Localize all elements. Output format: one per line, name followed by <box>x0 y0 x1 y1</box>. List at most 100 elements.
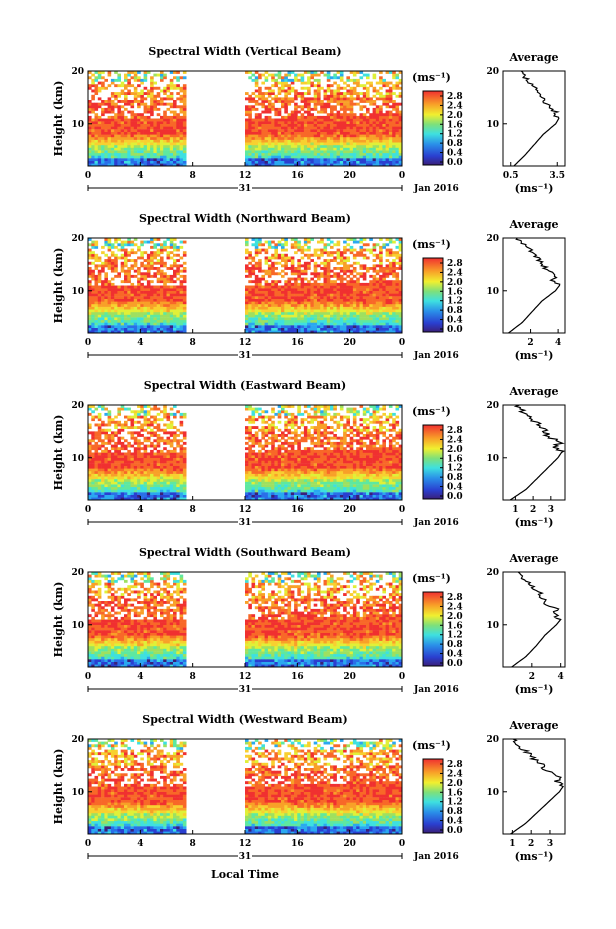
panel-2: Spectral Width (Eastward Beam)2010Height… <box>52 379 566 529</box>
day-label: 31 <box>239 852 252 862</box>
colorbar-tick-label: 2.8 <box>447 760 463 770</box>
colorbar-tick-label: 2.4 <box>447 769 463 779</box>
average-title: Average <box>508 51 558 64</box>
average-profile-line <box>509 404 566 501</box>
average-profile-line <box>508 237 561 334</box>
x-tick-label: 12 <box>239 672 252 682</box>
average-profile-line <box>510 738 565 835</box>
colorbar-tick-label: 0.8 <box>447 139 463 149</box>
panel-title: Spectral Width (Eastward Beam) <box>144 379 346 392</box>
day-label: 31 <box>239 518 252 528</box>
colorbar-unit: (ms⁻¹) <box>412 572 451 585</box>
y-axis-label: Height (km) <box>52 81 65 157</box>
y-axis-label: Height (km) <box>52 582 65 658</box>
colorbar-tick-label: 1.2 <box>447 798 463 808</box>
x-tick-label: 8 <box>190 672 196 682</box>
day-label: 31 <box>239 184 252 194</box>
colorbar-tick-label: 1.6 <box>447 120 463 130</box>
colorbar-tick-label: 2.4 <box>447 101 463 111</box>
panel-title: Spectral Width (Southward Beam) <box>139 546 351 559</box>
x-tick-label: 0 <box>85 505 91 515</box>
date-label: Jan 2016 <box>413 351 459 361</box>
x-axis-label: Local Time <box>211 868 279 881</box>
panel-title: Spectral Width (Northward Beam) <box>139 212 351 225</box>
average-y-tick-label: 10 <box>486 621 499 631</box>
heatmap-cells <box>88 405 403 501</box>
average-y-tick-label: 10 <box>486 788 499 798</box>
colorbar-tick-label: 1.2 <box>447 297 463 307</box>
x-tick-label: 4 <box>137 672 143 682</box>
colorbar-tick-label: 0.0 <box>447 826 463 836</box>
average-profile-line <box>511 571 562 668</box>
colorbar-tick-label: 0.8 <box>447 640 463 650</box>
average-y-tick-label: 20 <box>486 401 499 411</box>
x-tick-label: 20 <box>343 171 356 181</box>
average-x-tick-label: 1 <box>512 505 518 515</box>
x-tick-label: 4 <box>137 839 143 849</box>
colorbar-tick-label: 0.0 <box>447 492 463 502</box>
panel-0: Spectral Width (Vertical Beam) 20 10 Height… <box>52 45 566 195</box>
x-tick-label: 0 <box>399 672 405 682</box>
x-tick-label: 16 <box>291 171 304 181</box>
average-x-tick-label: 1 <box>509 839 515 849</box>
colorbar-tick-label: 2.8 <box>447 92 463 102</box>
heatmap-cells <box>88 238 403 334</box>
average-x-tick-label: 4 <box>555 338 561 348</box>
y-axis-label: Height (km) <box>52 248 65 324</box>
colorbar-tick-label: 2.8 <box>447 259 463 269</box>
x-tick-label: 8 <box>190 338 196 348</box>
colorbar-tick-label: 1.6 <box>447 287 463 297</box>
x-tick-label: 4 <box>137 171 143 181</box>
colorbar-tick-label: 2.8 <box>447 426 463 436</box>
panel-3: Spectral Width (Southward Beam)2010Heigh… <box>52 546 566 696</box>
average-x-tick-label: 4 <box>558 672 564 682</box>
average-title: Average <box>508 719 558 732</box>
average-y-tick-label: 10 <box>486 454 499 464</box>
x-tick-label: 0 <box>85 338 91 348</box>
x-tick-label: 20 <box>343 338 356 348</box>
colorbar-tick-label: 1.2 <box>447 130 463 140</box>
panel-title: Spectral Width (Westward Beam) <box>142 713 347 726</box>
colorbar <box>422 90 444 166</box>
average-y-tick-label: 10 <box>486 120 499 130</box>
y-tick-label: 10 <box>71 120 84 130</box>
y-tick-label: 10 <box>71 287 84 297</box>
panel-title: Spectral Width (Vertical Beam) <box>148 45 341 58</box>
heatmap-cells <box>88 572 403 668</box>
y-axis-label: Height (km) <box>52 415 65 491</box>
x-tick-label: 0 <box>85 839 91 849</box>
x-tick-label: 0 <box>399 171 405 181</box>
colorbar <box>422 424 444 500</box>
date-label: Jan 2016 <box>413 184 459 194</box>
colorbar-tick-label: 1.2 <box>447 464 463 474</box>
colorbar-tick-label: 2.0 <box>447 278 463 288</box>
x-tick-label: 0 <box>85 672 91 682</box>
colorbar-unit: (ms⁻¹) <box>412 405 451 418</box>
colorbar-tick-label: 0.0 <box>447 659 463 669</box>
colorbar-tick-label: 0.8 <box>447 306 463 316</box>
date-label: Jan 2016 <box>413 518 459 528</box>
x-tick-label: 16 <box>291 338 304 348</box>
colorbar <box>422 591 444 667</box>
x-tick-label: 4 <box>137 338 143 348</box>
average-x-tick-label: 0.5 <box>503 171 519 181</box>
colorbar-tick-label: 0.8 <box>447 473 463 483</box>
y-tick-label: 20 <box>71 234 84 244</box>
date-label: Jan 2016 <box>413 852 459 862</box>
average-title: Average <box>508 385 558 398</box>
y-axis-label: Height (km) <box>52 749 65 825</box>
day-label: 31 <box>239 351 252 361</box>
average-x-label: (ms⁻¹) <box>515 182 554 195</box>
x-tick-label: 12 <box>239 171 252 181</box>
date-label: Jan 2016 <box>413 685 459 695</box>
x-tick-label: 16 <box>291 672 304 682</box>
x-tick-label: 8 <box>190 839 196 849</box>
colorbar-tick-label: 1.2 <box>447 631 463 641</box>
average-profile-line <box>513 70 560 167</box>
x-tick-label: 16 <box>291 505 304 515</box>
colorbar-tick-label: 1.6 <box>447 788 463 798</box>
colorbar-tick-label: 2.0 <box>447 445 463 455</box>
average-x-tick-label: 2 <box>528 839 534 849</box>
average-x-label: (ms⁻¹) <box>515 516 554 529</box>
colorbar-tick-label: 1.6 <box>447 454 463 464</box>
